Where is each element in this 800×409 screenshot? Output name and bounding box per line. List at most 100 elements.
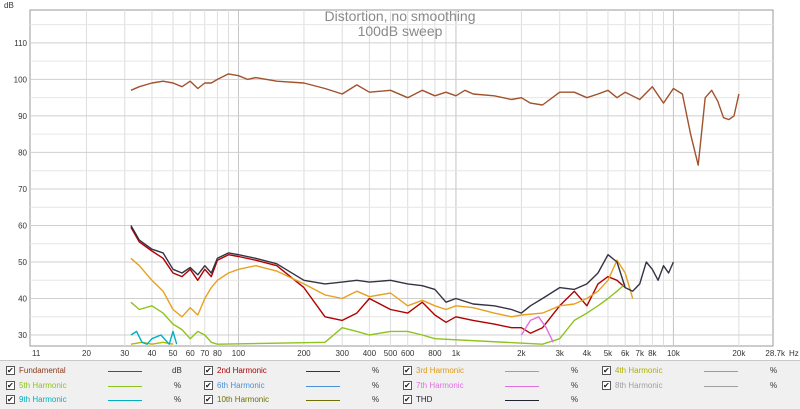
legend-label-10th-harmonic: 10th Harmonic <box>217 395 270 404</box>
axes: 30 40 50 60 70 80 90 100 110 11 20 30 40 50 60 70 80 100 2… <box>14 39 786 358</box>
legend-label-3rd-harmonic: 3rd Harmonic <box>416 366 465 375</box>
x-tick-label: 60 <box>186 349 195 358</box>
legend-checkbox-8th-harmonic[interactable] <box>602 379 611 393</box>
legend-label-9th-harmonic: 9th Harmonic <box>19 395 67 404</box>
legend-item-9th-harmonic: 9th Harmonic% <box>6 393 196 407</box>
legend-item-8th-harmonic: 8th Harmonic% <box>602 379 792 393</box>
legend-swatch-8th-harmonic <box>704 386 738 387</box>
x-tick-label: 100 <box>232 349 246 358</box>
x-tick-label: 800 <box>428 349 442 358</box>
y-tick-label: 40 <box>18 295 27 304</box>
legend-item-thd: THD% <box>403 393 593 407</box>
x-tick-label: 200 <box>297 349 311 358</box>
legend-checkbox-5th-harmonic[interactable] <box>6 379 15 393</box>
legend-unit-fundamental: dB <box>172 366 182 375</box>
legend-swatch-5th-harmonic <box>108 386 142 387</box>
y-tick-label: 50 <box>18 258 27 267</box>
x-tick-label: 70 <box>200 349 209 358</box>
legend-swatch-fundamental <box>108 371 142 372</box>
legend-checkbox-3rd-harmonic[interactable] <box>403 364 412 378</box>
legend-unit-thd: % <box>571 395 579 404</box>
x-tick-label: 6k <box>621 349 630 358</box>
legend-checkbox-10th-harmonic[interactable] <box>204 393 213 407</box>
legend-checkbox-2nd-harmonic[interactable] <box>204 364 213 378</box>
x-tick-label: 20k <box>732 349 746 358</box>
legend-checkbox-9th-harmonic[interactable] <box>6 393 15 407</box>
x-tick-label: 80 <box>213 349 222 358</box>
legend-checkbox-thd[interactable] <box>403 393 412 407</box>
legend-label-4th-harmonic: 4th Harmonic <box>615 366 663 375</box>
legend-unit-9th-harmonic: % <box>174 395 182 404</box>
grid <box>29 9 774 347</box>
legend-item-7th-harmonic: 7th Harmonic% <box>403 379 593 393</box>
x-tick-label: 3k <box>555 349 564 358</box>
x-tick-label: 30 <box>120 349 129 358</box>
legend-label-8th-harmonic: 8th Harmonic <box>615 381 663 390</box>
chart-area: 30 40 50 60 70 80 90 100 110 11 20 30 40 50 60 70 80 100 2… <box>4 1 799 358</box>
legend-item-4th-harmonic: 4th Harmonic% <box>602 364 792 378</box>
y-tick-label: 90 <box>18 112 27 121</box>
x-tick-label: 300 <box>336 349 350 358</box>
x-axis-unit-label: Hz <box>789 349 799 358</box>
legend-unit-8th-harmonic: % <box>770 381 778 390</box>
legend-checkbox-6th-harmonic[interactable] <box>204 379 213 393</box>
legend-swatch-10th-harmonic <box>306 400 340 401</box>
x-tick-label: 40 <box>147 349 156 358</box>
y-axis-unit-label: dB <box>4 1 14 10</box>
legend-item-5th-harmonic: 5th Harmonic% <box>6 379 196 393</box>
legend-label-6th-harmonic: 6th Harmonic <box>217 381 265 390</box>
x-tick-label: 7k <box>636 349 645 358</box>
legend-unit-7th-harmonic: % <box>571 381 579 390</box>
chart-canvas: 30 40 50 60 70 80 90 100 110 11 20 30 40 50 60 70 80 100 2… <box>4 1 799 358</box>
y-tick-label: 110 <box>14 39 27 48</box>
legend-item-fundamental: Fundamental dB <box>6 364 196 378</box>
legend-unit-2nd-harmonic: % <box>372 366 380 375</box>
legend-panel: FundamentaldB2nd Harmonic%3rd Harmonic%4… <box>0 360 800 409</box>
legend-swatch-thd <box>505 400 539 401</box>
legend-label-thd: THD <box>416 395 433 404</box>
legend-unit-3rd-harmonic: % <box>571 366 579 375</box>
x-tick-label: 8k <box>648 349 657 358</box>
x-tick-label: 2k <box>517 349 526 358</box>
legend-checkbox-fundamental[interactable] <box>6 364 15 378</box>
legend-unit-10th-harmonic: % <box>372 395 380 404</box>
series-line-2nd-harmonic <box>130 226 626 334</box>
series-line-fundamental <box>130 73 740 166</box>
series-lines <box>130 73 740 345</box>
series-line-5th-harmonic <box>130 283 626 345</box>
legend-item-2nd-harmonic: 2nd Harmonic% <box>204 364 394 378</box>
legend-label-2nd-harmonic: 2nd Harmonic <box>217 366 267 375</box>
legend-label-5th-harmonic: 5th Harmonic <box>19 381 67 390</box>
x-tick-label: 1k <box>452 349 461 358</box>
chart-subtitle: 100dB sweep <box>358 23 443 39</box>
legend-unit-6th-harmonic: % <box>372 381 380 390</box>
x-tick-label: 11 <box>32 349 41 358</box>
y-tick-label: 70 <box>18 185 27 194</box>
legend-swatch-2nd-harmonic <box>306 371 340 372</box>
legend-checkbox-7th-harmonic[interactable] <box>403 379 412 393</box>
y-tick-label: 100 <box>14 75 28 84</box>
legend-swatch-7th-harmonic <box>505 386 539 387</box>
x-tick-label: 600 <box>401 349 415 358</box>
legend-unit-5th-harmonic: % <box>174 381 182 390</box>
series-line-9th-harmonic <box>130 330 178 345</box>
series-line-3rd-harmonic <box>130 257 634 318</box>
legend-item-3rd-harmonic: 3rd Harmonic% <box>403 364 593 378</box>
x-tick-label: 28.7k <box>765 349 786 358</box>
series-line-7th-harmonic <box>520 316 554 343</box>
x-tick-label: 500 <box>384 349 398 358</box>
plot-frame <box>29 9 774 347</box>
x-tick-label: 4k <box>583 349 592 358</box>
x-tick-label: 10k <box>667 349 681 358</box>
series-line-thd <box>130 225 675 314</box>
x-tick-label: 50 <box>169 349 178 358</box>
x-tick-label: 5k <box>604 349 613 358</box>
legend-swatch-3rd-harmonic <box>505 371 539 372</box>
series-line-4th-harmonic <box>130 341 174 345</box>
chart-title: Distortion, no smoothing <box>325 8 476 24</box>
legend-label-fundamental: Fundamental <box>19 366 66 375</box>
legend-checkbox-4th-harmonic[interactable] <box>602 364 611 378</box>
legend-swatch-6th-harmonic <box>306 386 340 387</box>
y-tick-label: 30 <box>18 331 27 340</box>
legend-swatch-9th-harmonic <box>108 400 142 401</box>
